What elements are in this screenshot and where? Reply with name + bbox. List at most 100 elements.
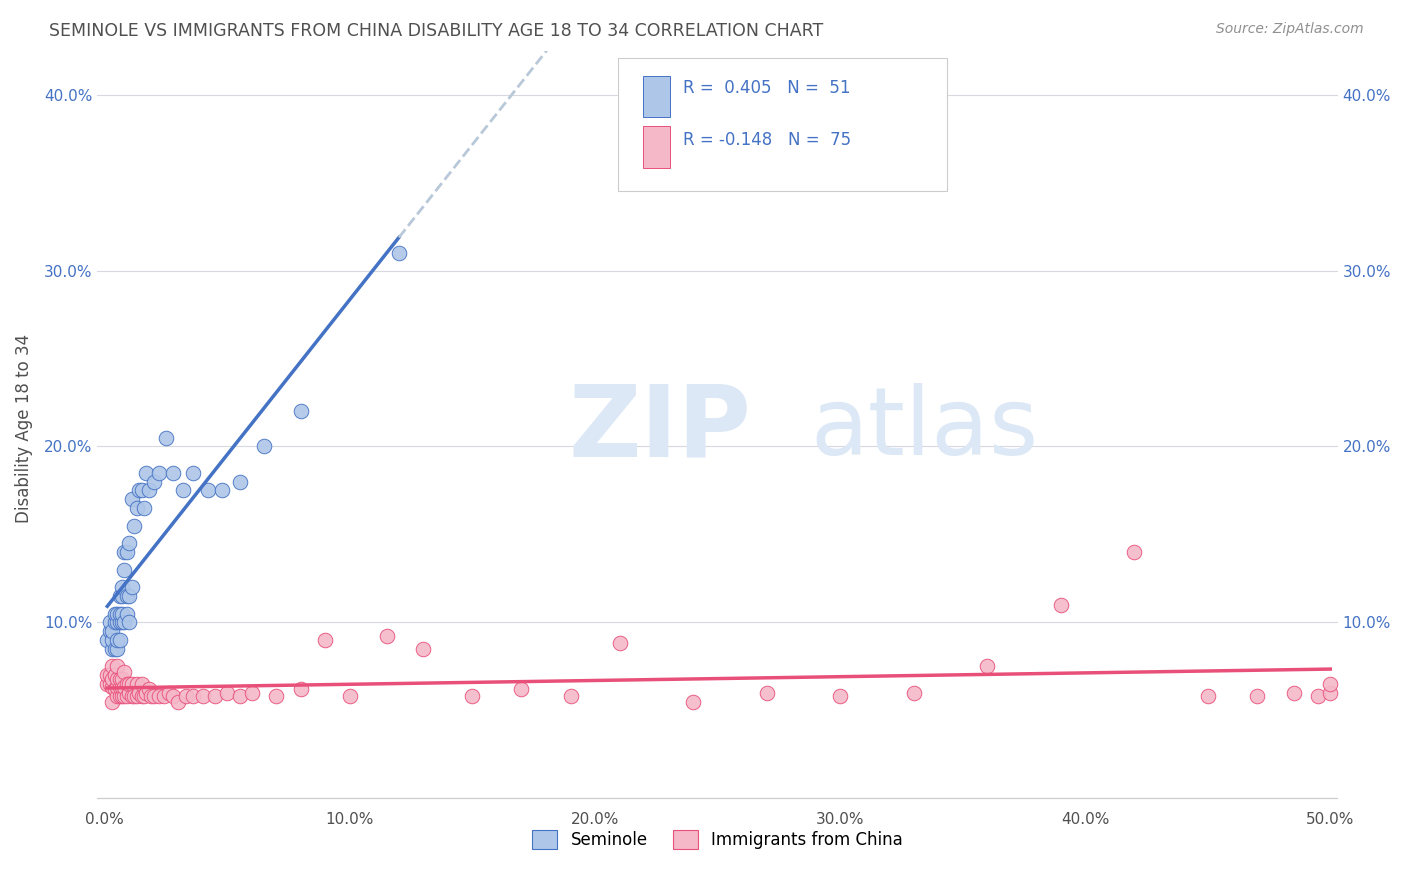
Point: [104, 607, 127, 621]
Point: [101, 632, 124, 647]
Point: [104, 615, 127, 630]
Point: [240, 686, 263, 700]
Point: [96, 668, 118, 682]
Point: [105, 615, 128, 630]
Point: [132, 501, 155, 516]
Point: [138, 483, 160, 498]
Point: [131, 483, 153, 498]
Point: [108, 589, 131, 603]
Point: [125, 677, 148, 691]
Point: [167, 694, 190, 708]
Point: [101, 624, 124, 639]
Point: [290, 404, 312, 418]
Point: [114, 665, 136, 679]
Point: [122, 690, 145, 704]
Point: [98, 668, 121, 682]
Point: [162, 466, 184, 480]
Point: [228, 475, 250, 489]
Point: [162, 690, 184, 704]
Point: [118, 589, 141, 603]
Point: [121, 690, 143, 704]
Point: [128, 686, 150, 700]
Point: [135, 686, 157, 700]
Point: [111, 615, 134, 630]
Point: [104, 641, 127, 656]
Point: [118, 686, 141, 700]
Text: atlas: atlas: [811, 383, 1039, 475]
Point: [114, 690, 136, 704]
Point: [115, 677, 138, 691]
Point: [266, 690, 288, 704]
Point: [101, 694, 124, 708]
Point: [108, 672, 131, 686]
Point: [105, 632, 128, 647]
Point: [191, 690, 214, 704]
Point: [114, 615, 136, 630]
Point: [211, 483, 233, 498]
Point: [104, 668, 127, 682]
Point: [121, 677, 143, 691]
Point: [121, 580, 143, 594]
Bar: [643, 127, 671, 168]
Point: [108, 681, 131, 695]
Point: [114, 563, 136, 577]
Point: [228, 690, 250, 704]
Point: [111, 681, 134, 695]
Point: [98, 615, 121, 630]
Point: [830, 690, 852, 704]
Point: [101, 672, 124, 686]
Point: [114, 681, 136, 695]
Point: [108, 615, 131, 630]
Point: [115, 545, 138, 559]
Point: [96, 677, 118, 691]
Point: [105, 681, 128, 695]
Y-axis label: Disability Age 18 to 34: Disability Age 18 to 34: [15, 334, 32, 524]
Point: [101, 681, 124, 695]
Point: [122, 518, 145, 533]
Point: [157, 686, 180, 700]
Point: [181, 466, 204, 480]
Point: [375, 629, 398, 643]
Legend: Seminole, Immigrants from China: Seminole, Immigrants from China: [526, 823, 910, 855]
Point: [115, 690, 138, 704]
Point: [142, 475, 165, 489]
Point: [125, 690, 148, 704]
Point: [412, 641, 434, 656]
Point: [148, 466, 170, 480]
Point: [148, 690, 170, 704]
Point: [105, 641, 128, 656]
Point: [197, 483, 219, 498]
Point: [560, 690, 582, 704]
Point: [108, 690, 131, 704]
Point: [339, 690, 361, 704]
Point: [142, 690, 165, 704]
Point: [1197, 690, 1219, 704]
Point: [101, 659, 124, 673]
Point: [118, 536, 141, 550]
Point: [181, 690, 204, 704]
Point: [609, 636, 631, 650]
Point: [1049, 598, 1071, 612]
Point: [104, 682, 127, 697]
Bar: [643, 76, 671, 117]
Point: [128, 483, 150, 498]
Point: [1123, 545, 1146, 559]
Point: [132, 690, 155, 704]
Point: [121, 492, 143, 507]
Point: [388, 246, 411, 260]
Point: [135, 466, 157, 480]
Point: [253, 440, 276, 454]
Point: [1319, 686, 1341, 700]
Point: [111, 672, 134, 686]
Point: [314, 632, 336, 647]
Point: [131, 677, 153, 691]
Point: [114, 545, 136, 559]
Point: [1246, 690, 1268, 704]
Point: [111, 580, 134, 594]
Point: [101, 641, 124, 656]
Point: [105, 690, 128, 704]
Text: SEMINOLE VS IMMIGRANTS FROM CHINA DISABILITY AGE 18 TO 34 CORRELATION CHART: SEMINOLE VS IMMIGRANTS FROM CHINA DISABI…: [49, 22, 824, 40]
Point: [131, 690, 153, 704]
Text: R = -0.148   N =  75: R = -0.148 N = 75: [683, 131, 851, 149]
Point: [682, 694, 704, 708]
